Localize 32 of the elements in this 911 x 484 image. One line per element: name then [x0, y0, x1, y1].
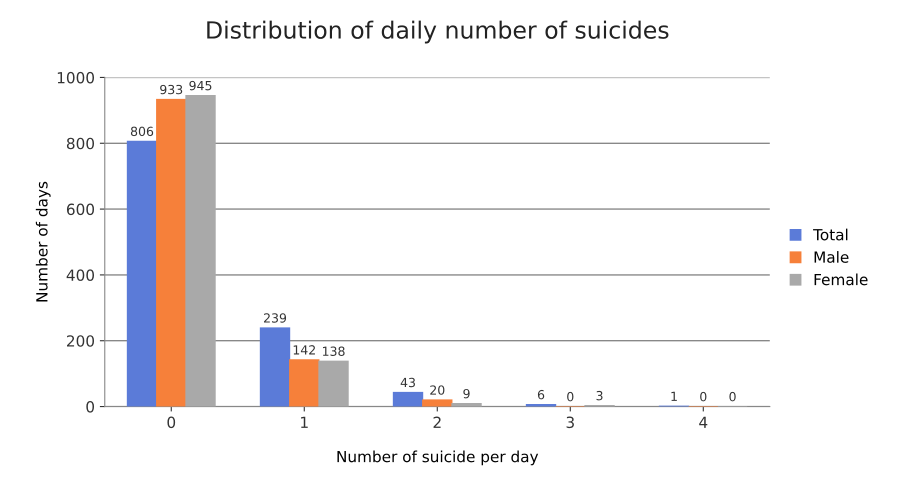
legend-label: Female — [814, 273, 868, 286]
legend-label: Male — [814, 251, 848, 263]
data-label: 0 — [700, 392, 706, 402]
y-tick-label: 800 — [66, 138, 94, 150]
data-label: 806 — [130, 126, 154, 136]
data-label: 239 — [264, 313, 286, 323]
legend-label: Total — [813, 228, 848, 240]
x-tick-label: 3 — [566, 416, 574, 428]
data-label: 20 — [430, 385, 444, 395]
y-tick-label: 200 — [67, 335, 94, 347]
data-label: 43 — [400, 378, 415, 388]
x-axis-title: Number of suicide per day — [337, 450, 538, 466]
data-label: 138 — [322, 346, 345, 356]
y-tick-label: 0 — [86, 401, 94, 413]
y-tick-label: 400 — [66, 269, 94, 281]
chart-title: Distribution of daily number of suicides — [207, 20, 668, 44]
x-tick-label: 2 — [434, 416, 441, 428]
x-tick-label: 1 — [301, 416, 308, 428]
y-tick-label: 600 — [66, 204, 94, 216]
y-axis-title: Number of days — [36, 182, 51, 302]
data-label: 3 — [596, 390, 603, 400]
y-tick-label: 1000 — [58, 72, 94, 84]
data-label: 9 — [463, 388, 470, 398]
data-label: 6 — [538, 390, 544, 400]
data-label: 1 — [671, 392, 677, 401]
data-label: 0 — [729, 392, 736, 402]
x-tick-label: 0 — [167, 416, 176, 428]
data-label: 142 — [294, 345, 315, 354]
data-label: 945 — [189, 80, 212, 90]
x-tick-label: 4 — [699, 416, 708, 428]
data-label: 0 — [567, 392, 574, 402]
data-label: 933 — [160, 84, 182, 94]
